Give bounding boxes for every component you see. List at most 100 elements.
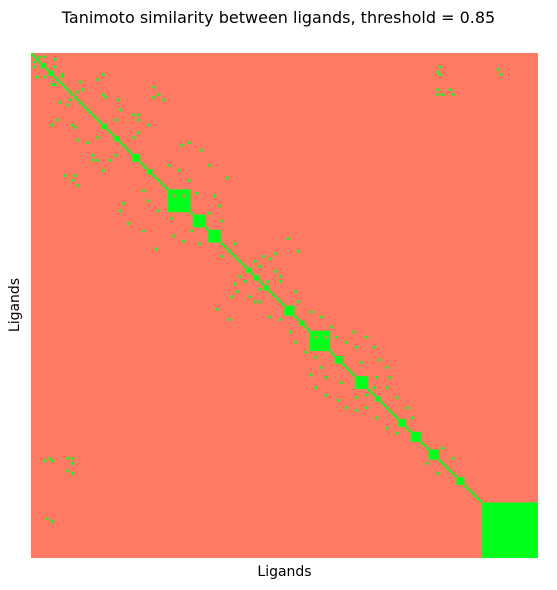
heatmap-similar-pair-cell	[208, 212, 212, 215]
heatmap-similar-pair-cell	[81, 88, 85, 92]
heatmap-similar-pair-cell	[51, 123, 54, 127]
heatmap-similar-pair-cell	[104, 95, 108, 99]
heatmap-similar-pair-cell	[66, 103, 70, 107]
heatmap-diagonal-cell	[99, 121, 103, 124]
heatmap-similar-pair-cell	[76, 184, 80, 187]
heatmap-similar-pair-cell	[198, 242, 201, 246]
heatmap-similar-pair-cell	[69, 98, 72, 102]
heatmap-similar-pair-cell	[375, 376, 379, 379]
heatmap-similar-pair-cell	[46, 517, 49, 521]
heatmap-diagonal-cell	[112, 133, 115, 137]
heatmap-dissimilar-cell	[314, 335, 318, 339]
heatmap-diagonal-cell	[449, 469, 452, 473]
heatmap-similar-pair-cell	[114, 154, 118, 157]
heatmap-similar-pair-cell	[274, 270, 278, 273]
heatmap-similar-pair-cell	[48, 457, 52, 460]
heatmap-dissimilar-cell	[325, 335, 328, 339]
heatmap-similar-pair-cell	[167, 164, 171, 167]
heatmap-cluster-block	[31, 53, 34, 56]
heatmap-diagonal-cell	[160, 181, 163, 185]
heatmap-similar-pair-cell	[335, 335, 338, 339]
heatmap-similar-pair-cell	[200, 148, 204, 152]
heatmap-diagonal-cell	[38, 60, 42, 64]
heatmap-similar-pair-cell	[266, 280, 270, 283]
heatmap-similar-pair-cell	[221, 255, 224, 258]
heatmap-similar-pair-cell	[355, 345, 359, 349]
heatmap-similar-pair-cell	[243, 280, 247, 283]
heatmap-diagonal-cell	[84, 106, 87, 109]
heatmap-diagonal-cell	[223, 244, 227, 248]
heatmap-diagonal-cell	[58, 80, 62, 84]
heatmap-diagonal-cell	[304, 325, 308, 329]
heatmap-diagonal-cell	[479, 499, 483, 503]
heatmap-similar-pair-cell	[373, 345, 376, 349]
heatmap-diagonal-cell	[279, 300, 283, 304]
heatmap-similar-pair-cell	[314, 356, 318, 359]
heatmap-dissimilar-cell	[172, 194, 176, 198]
heatmap-similar-pair-cell	[365, 406, 369, 410]
heatmap-diagonal-cell	[383, 403, 387, 407]
heatmap-cluster-block	[208, 229, 222, 243]
heatmap-diagonal-cell	[190, 212, 194, 215]
heatmap-similar-pair-cell	[355, 396, 359, 400]
heatmap-cluster-block	[264, 285, 270, 291]
heatmap-similar-pair-cell	[188, 141, 191, 145]
heatmap-similar-pair-cell	[43, 459, 47, 463]
heatmap-similar-pair-cell	[502, 547, 506, 551]
heatmap-diagonal-cell	[152, 174, 156, 177]
heatmap-similar-pair-cell	[287, 237, 290, 240]
heatmap-cluster-block	[284, 305, 295, 316]
heatmap-diagonal-cell	[474, 494, 478, 498]
heatmap-similar-pair-cell	[71, 179, 75, 182]
heatmap-similar-pair-cell	[43, 75, 47, 79]
heatmap-similar-pair-cell	[74, 174, 77, 177]
heatmap-similar-pair-cell	[297, 300, 300, 304]
heatmap-similar-pair-cell	[337, 398, 341, 402]
heatmap-similar-pair-cell	[132, 113, 136, 117]
heatmap-diagonal-cell	[221, 242, 224, 246]
heatmap-cluster-block	[41, 63, 47, 69]
heatmap-similar-pair-cell	[178, 169, 181, 172]
heatmap-diagonal-cell	[91, 113, 95, 117]
heatmap-diagonal-cell	[446, 467, 450, 470]
heatmap-similar-pair-cell	[183, 239, 186, 243]
heatmap-similar-pair-cell	[152, 95, 156, 99]
heatmap-diagonal-cell	[86, 108, 90, 112]
heatmap-similar-pair-cell	[492, 527, 496, 531]
heatmap-similar-pair-cell	[117, 98, 120, 102]
heatmap-diagonal-cell	[345, 366, 349, 369]
heatmap-similar-pair-cell	[436, 88, 440, 92]
heatmap-similar-pair-cell	[231, 295, 234, 299]
heatmap-similar-pair-cell	[269, 315, 272, 319]
heatmap-similar-pair-cell	[436, 70, 440, 74]
heatmap-similar-pair-cell	[119, 108, 123, 112]
heatmap-diagonal-cell	[243, 265, 247, 268]
heatmap-similar-pair-cell	[79, 80, 82, 84]
heatmap-diagonal-cell	[294, 315, 298, 319]
heatmap-similar-pair-cell	[137, 131, 141, 134]
heatmap-similar-pair-cell	[365, 393, 369, 397]
heatmap-similar-pair-cell	[157, 93, 161, 97]
heatmap-similar-pair-cell	[436, 93, 440, 97]
heatmap-diagonal-cell	[271, 292, 275, 296]
heatmap-similar-pair-cell	[51, 520, 54, 523]
heatmap-cluster-block	[48, 70, 54, 76]
heatmap-similar-pair-cell	[352, 330, 356, 334]
heatmap-diagonal-cell	[426, 446, 430, 450]
heatmap-diagonal-cell	[469, 489, 473, 493]
heatmap-similar-pair-cell	[33, 65, 37, 69]
heatmap-similar-pair-cell	[101, 169, 105, 172]
heatmap-similar-pair-cell	[71, 123, 75, 127]
heatmap-similar-pair-cell	[507, 512, 511, 516]
heatmap-similar-pair-cell	[142, 229, 146, 233]
heatmap-diagonal-cell	[119, 141, 123, 145]
heatmap-diagonal-cell	[342, 363, 346, 367]
heatmap-similar-pair-cell	[180, 143, 184, 147]
heatmap-diagonal-cell	[350, 371, 354, 374]
heatmap-diagonal-cell	[251, 272, 255, 276]
heatmap-similar-pair-cell	[385, 386, 389, 389]
heatmap-diagonal-cell	[274, 295, 278, 299]
heatmap-similar-pair-cell	[345, 406, 349, 410]
heatmap-similar-pair-cell	[441, 446, 445, 450]
heatmap-diagonal-cell	[66, 88, 70, 92]
